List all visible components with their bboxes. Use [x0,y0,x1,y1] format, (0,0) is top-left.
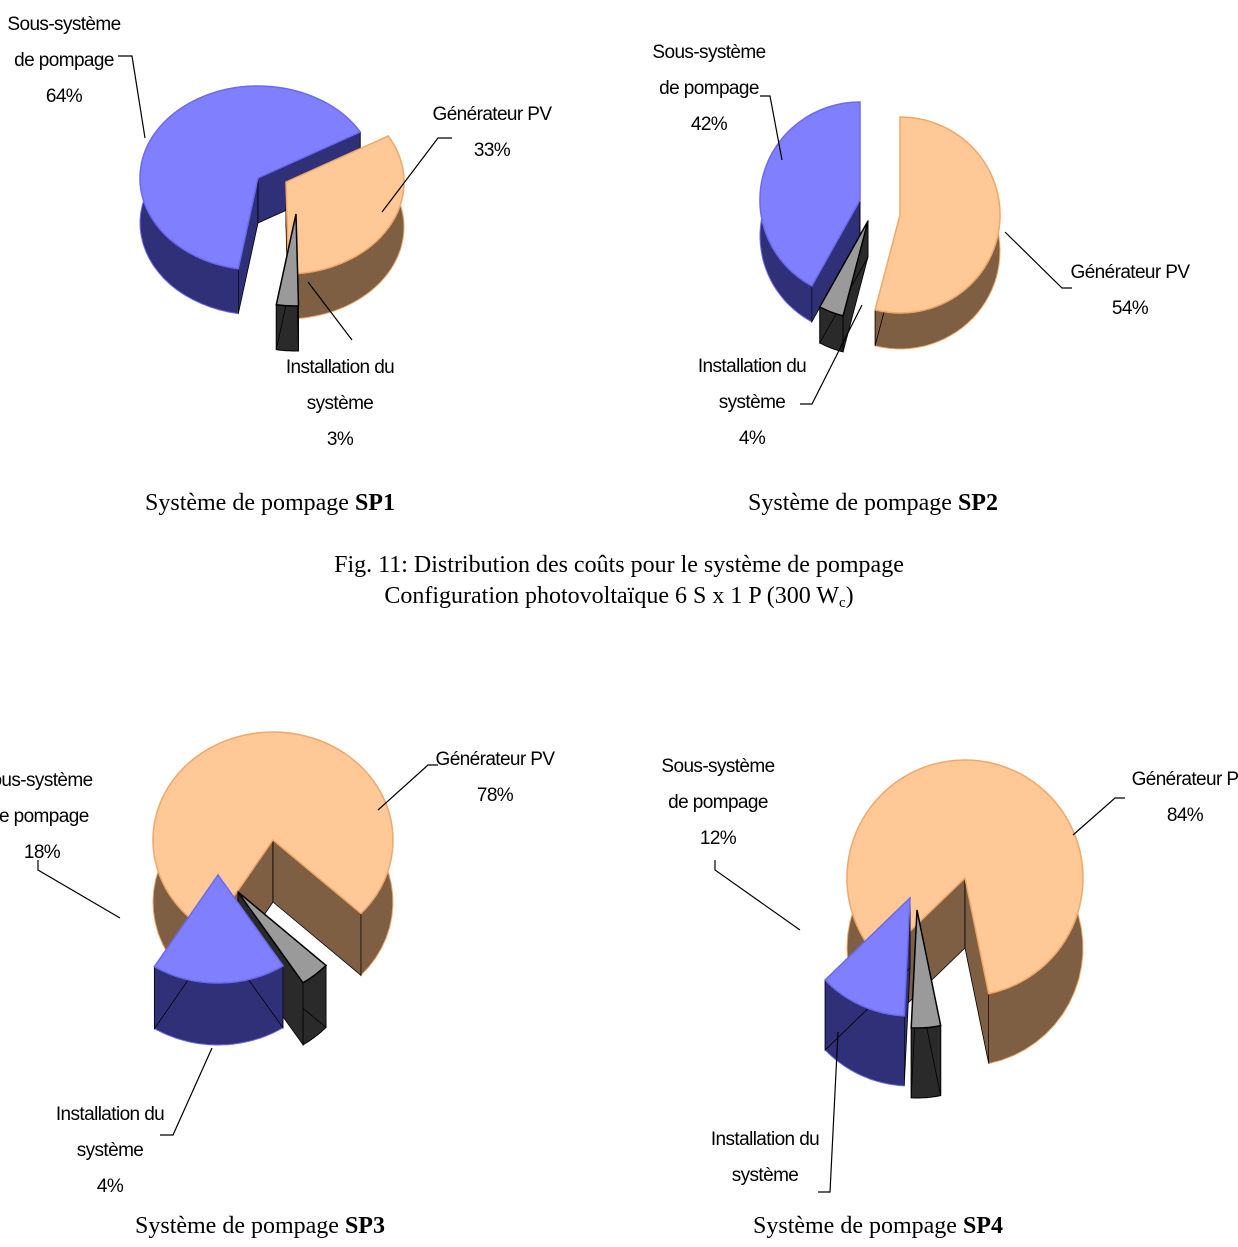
data-label-generateur-line-1: Générateur PV [433,104,553,125]
leader-line-pompage [714,860,801,931]
data-label-generateur-line-2: 33% [474,140,511,161]
figure-caption-line1: Fig. 11: Distribution des coûts pour le … [334,552,904,578]
data-label-pompage-line-1: Sous-système [7,14,120,35]
leader-line-installation [800,304,863,405]
pie-slice-top-installation [237,891,328,984]
figure-caption: Fig. 11: Distribution des coûts pour le … [0,550,1238,619]
data-label-pompage-line-2: le pompage [0,806,89,827]
data-label-pompage-line-2: de pompage [659,78,759,99]
pie-slice-top-installation [818,220,869,317]
pie-slice-generateur [874,116,1001,350]
pie-slice-top-generateur [285,135,405,275]
data-label-pompage-line-3: 12% [700,828,737,849]
chart-caption-sp2: Système de pompage SP2 [748,490,998,516]
pie-slice-pompage [759,101,861,324]
data-label-installation-line-2: système [719,392,786,413]
leader-line-pompage [37,860,121,919]
data-label-installation-line-2: système [307,393,374,414]
data-label-installation-line-3: 4% [739,428,766,449]
pie-slice-installation [275,213,300,352]
leader-line-installation [160,1047,213,1136]
leader-line-generateur [377,764,438,811]
data-label-pompage-line-3: 18% [24,842,61,863]
leader-line-pompage [760,95,783,161]
data-label-installation-line-2: système [732,1165,799,1186]
pie-slice-top-pompage [153,873,285,984]
pie-chart-2: Générateur PV 54% Installation du système 4%… [652,42,1191,449]
data-label-generateur-line-2: 54% [1112,298,1149,319]
pie-slice-installation [910,909,942,1099]
chart-caption-sp1: Système de pompage SP1 [145,490,395,516]
data-label-generateur-line-2: 78% [477,785,514,806]
pie-chart-3: Générateur PV 78% Installation du système 4%… [0,731,556,1197]
leader-line-generateur [1004,231,1072,289]
figure-caption-line2: Configuration photovoltaïque 6 S x 1 P (… [384,583,854,611]
data-label-installation-line-1: Installation du [711,1129,819,1150]
chart-caption-sp4: Système de pompage SP4 [753,1213,1003,1239]
data-label-installation-line-3: 3% [327,429,354,450]
pie-slice-top-pompage [759,101,861,287]
data-label-generateur-line-2: 84% [1167,805,1204,826]
pie-chart-1: Générateur PV 33% Installation du système 3%… [7,14,553,450]
leader-line-generateur [381,137,452,213]
data-label-installation-line-1: Installation du [286,357,394,378]
leader-line-generateur [1072,797,1125,836]
pie-slice-top-generateur [874,116,1001,314]
pie-slice-top-pompage [824,896,911,1017]
pie-slice-pompage [153,873,285,1046]
pie-slice-top-installation [910,909,942,1029]
data-label-pompage-line-2: de pompage [668,792,768,813]
pie-chart-4: Générateur P 84% Installation du système Sou… [661,756,1238,1193]
data-label-installation-line-3: 4% [97,1176,124,1197]
pie-slice-top-installation [275,213,300,307]
data-label-pompage-line-1: Sous-système [661,756,774,777]
data-label-generateur-line-1: Générateur P [1132,769,1238,790]
data-label-installation-line-2: système [77,1140,144,1161]
pie-slice-top-generateur [846,759,1084,995]
leader-line-pompage [118,55,146,139]
data-label-pompage-line-3: 64% [46,86,83,107]
data-label-pompage-line-1: ous-système [0,770,93,791]
pie-slice-pompage [824,896,911,1087]
pie-slice-installation [818,219,869,353]
data-label-pompage-line-1: Sous-système [652,42,765,63]
data-label-pompage-line-2: de pompage [14,50,114,71]
data-label-generateur-line-1: Générateur PV [1071,262,1191,283]
chart-caption-sp3: Système de pompage SP3 [135,1213,385,1239]
data-label-installation-line-1: Installation du [56,1104,164,1125]
data-label-pompage-line-3: 42% [691,114,728,135]
leader-line-installation [818,1031,839,1193]
pie-slice-top-pompage [139,85,362,270]
data-label-generateur-line-1: Générateur PV [436,749,556,770]
leader-line-installation [307,281,353,341]
data-label-installation-line-1: Installation du [698,356,806,377]
